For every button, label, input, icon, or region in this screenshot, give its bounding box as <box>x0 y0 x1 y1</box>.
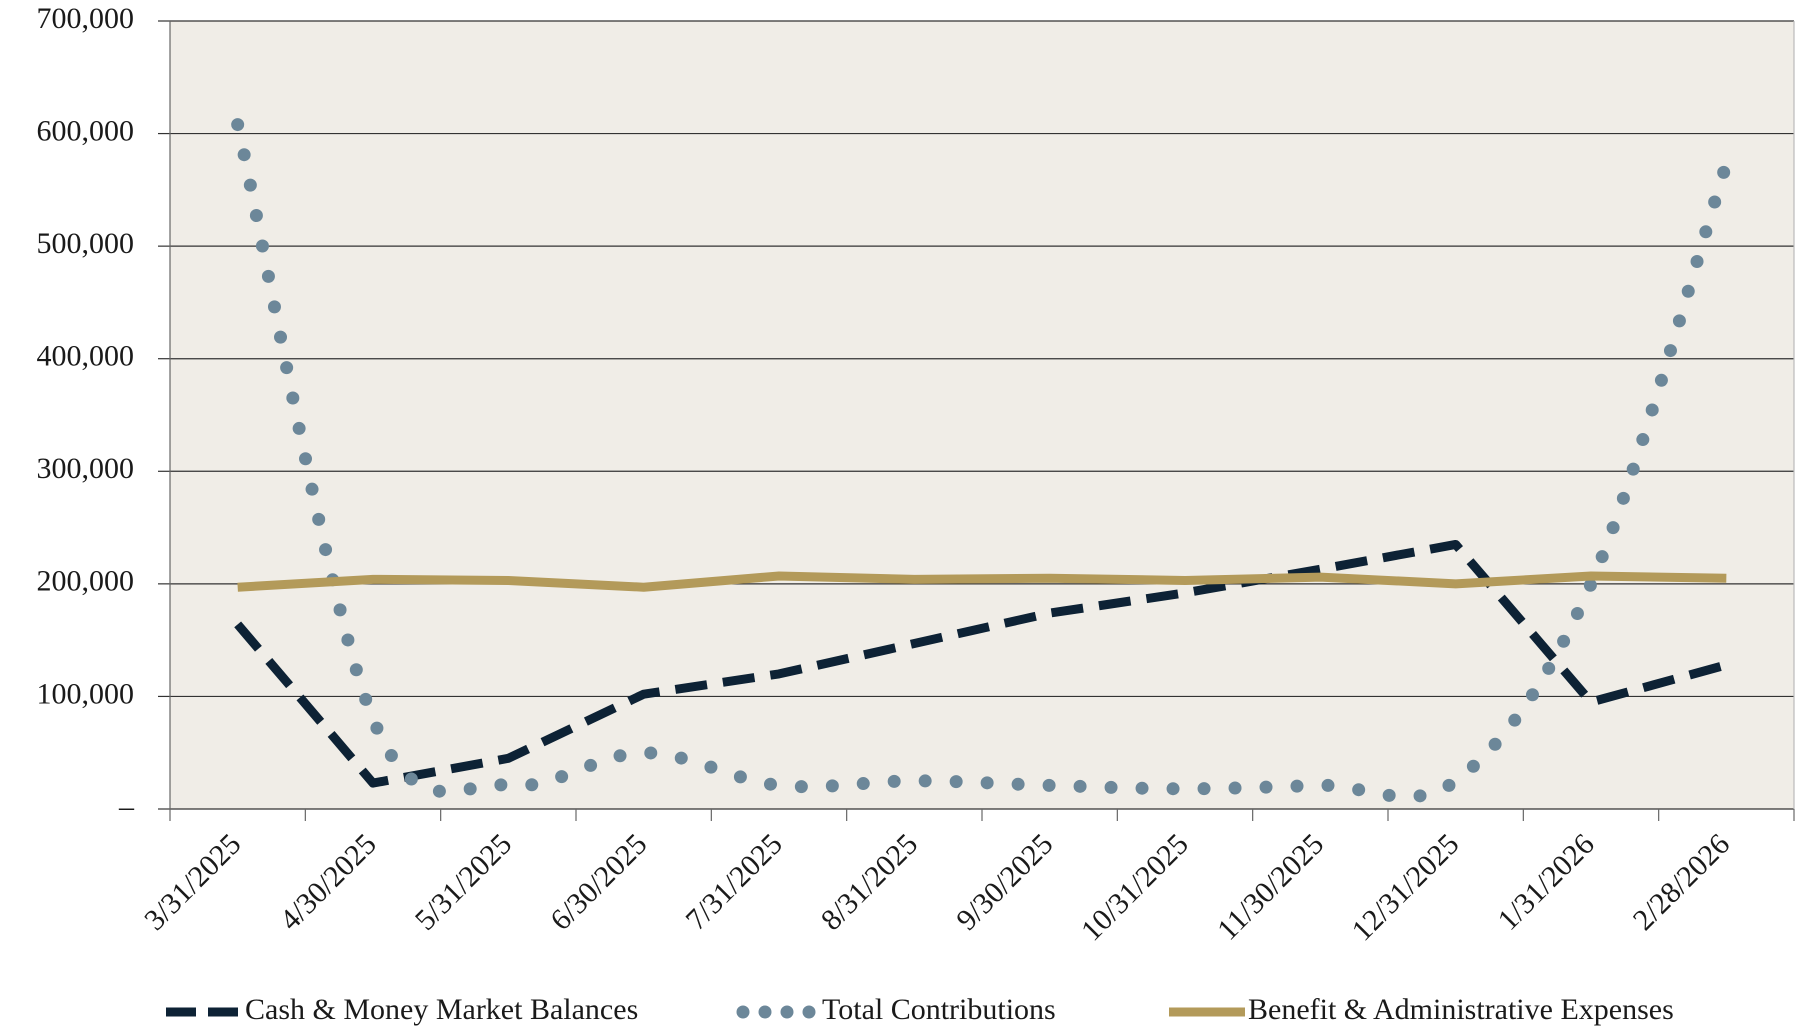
y-tick-label: 200,000 <box>37 565 135 598</box>
series-line <box>234 539 1728 788</box>
x-tick-label: 3/31/2025 <box>138 827 247 936</box>
x-tick-label: 6/30/2025 <box>544 827 653 936</box>
x-tick-label: 4/30/2025 <box>273 827 382 936</box>
y-tick-label: 700,000 <box>37 2 135 35</box>
legend-item: Total Contributions <box>736 993 1056 1026</box>
legend-item: Benefit & Administrative Expenses <box>1169 993 1674 1026</box>
x-tick-label: 8/31/2025 <box>815 827 924 936</box>
y-tick-label: 500,000 <box>37 227 135 260</box>
x-tick-label: 9/30/2025 <box>950 827 1059 936</box>
plot-area <box>170 21 1794 809</box>
y-tick-label: 400,000 <box>37 340 135 373</box>
x-tick-label: 5/31/2025 <box>409 827 518 936</box>
legend-item: Cash & Money Market Balances <box>166 993 638 1026</box>
series-line <box>237 571 1727 592</box>
y-tick-label: – <box>118 790 135 823</box>
x-tick-label: 11/30/2025 <box>1211 827 1330 946</box>
x-tick-label: 2/28/2026 <box>1627 827 1736 936</box>
y-tick-label: 300,000 <box>37 452 135 485</box>
legend-label: Total Contributions <box>822 993 1056 1026</box>
legend-label: Cash & Money Market Balances <box>245 993 638 1026</box>
x-tick-label: 12/31/2025 <box>1346 827 1466 947</box>
x-tick-label: 10/31/2025 <box>1075 827 1195 947</box>
y-tick-label: 600,000 <box>37 114 135 147</box>
x-tick-label: 7/31/2025 <box>679 827 788 936</box>
x-tick-label: 1/31/2026 <box>1491 827 1600 936</box>
y-tick-label: 100,000 <box>37 677 135 710</box>
legend-label: Benefit & Administrative Expenses <box>1248 993 1674 1026</box>
